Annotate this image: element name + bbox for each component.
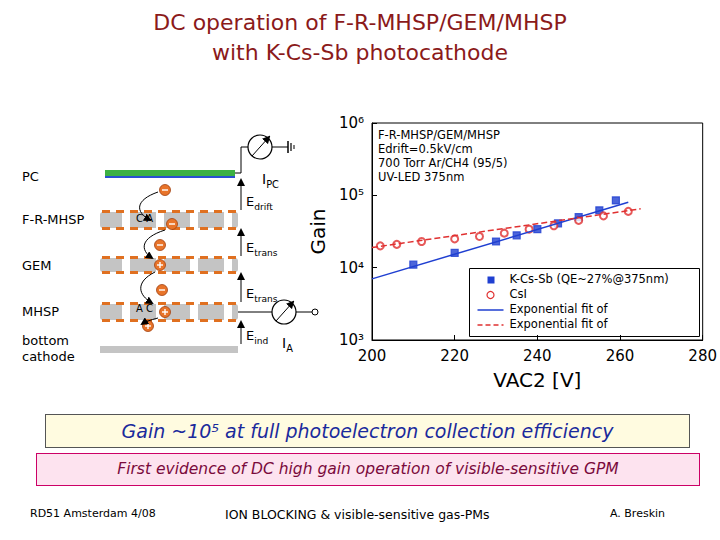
svg-text:PC: PC (22, 169, 39, 184)
html-text:DC operation of F-R-MHSP/GEM/M: DC operation of F-R-MHSP/GEM/MHSP (153, 10, 567, 35)
svg-text:280: 280 (688, 347, 717, 365)
svg-text:MHSP: MHSP (22, 304, 59, 319)
svg-text:GEM: GEM (22, 258, 52, 273)
html-text:First evidence of DC high gain: First evidence of DC high gain operation… (117, 460, 619, 478)
svg-text:Exponential fit of: Exponential fit of (510, 317, 609, 331)
svg-text:Eind: Eind (246, 328, 268, 346)
svg-text:IA: IA (282, 335, 293, 354)
svg-text:CsI: CsI (510, 287, 527, 301)
svg-text:200: 200 (358, 347, 387, 365)
svg-text:VAC2 [V]: VAC2 [V] (493, 368, 581, 392)
svg-text:Etrans: Etrans (246, 240, 278, 258)
svg-text:Gain: Gain (306, 209, 330, 255)
svg-text:IPC: IPC (262, 171, 279, 190)
svg-text:cathode: cathode (22, 349, 75, 364)
svg-text:UV-LED 375nm: UV-LED 375nm (378, 170, 464, 184)
svg-text:Edrift=0.5kV/cm: Edrift=0.5kV/cm (378, 142, 473, 156)
svg-text:C A: C A (136, 213, 153, 224)
svg-text:K-Cs-Sb (QE~27%@375nm): K-Cs-Sb (QE~27%@375nm) (510, 272, 669, 286)
html-text:Gain ~10⁵ at full photoelectro: Gain ~10⁵ at full photoelectron collecti… (121, 420, 614, 442)
svg-text:10⁶: 10⁶ (339, 114, 364, 132)
svg-text:F-R-MHSP: F-R-MHSP (22, 212, 85, 227)
svg-text:bottom: bottom (22, 333, 69, 348)
html-text:ION BLOCKING & visible-sensiti: ION BLOCKING & visible-sensitive gas-PMs (225, 507, 490, 522)
html-text:RD51 Amsterdam 4/08: RD51 Amsterdam 4/08 (30, 507, 156, 520)
svg-text:240: 240 (523, 347, 552, 365)
svg-text:Edrift: Edrift (246, 194, 273, 212)
svg-text:10³: 10³ (338, 331, 364, 349)
svg-text:260: 260 (606, 347, 635, 365)
html-text:with K-Cs-Sb photocathode: with K-Cs-Sb photocathode (212, 40, 508, 65)
svg-text:Etrans: Etrans (246, 286, 278, 304)
html-text:A. Breskin: A. Breskin (610, 507, 666, 520)
svg-text:220: 220 (440, 347, 469, 365)
svg-text:700 Torr Ar/CH4 (95/5): 700 Torr Ar/CH4 (95/5) (378, 156, 508, 170)
svg-text:10⁵: 10⁵ (339, 186, 364, 204)
svg-text:Exponential fit of: Exponential fit of (510, 302, 609, 316)
svg-text:A C: A C (136, 303, 153, 314)
svg-text:F-R-MHSP/GEM/MHSP: F-R-MHSP/GEM/MHSP (378, 128, 500, 142)
svg-text:10⁴: 10⁴ (339, 259, 364, 277)
